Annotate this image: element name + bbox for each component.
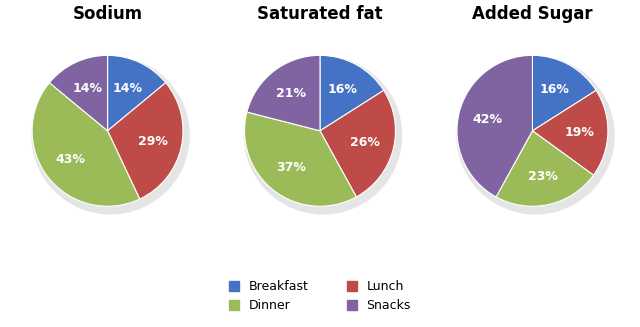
Wedge shape xyxy=(320,90,396,197)
Text: 42%: 42% xyxy=(472,113,502,126)
Text: 16%: 16% xyxy=(540,83,570,96)
Wedge shape xyxy=(320,55,384,131)
Wedge shape xyxy=(108,55,166,131)
Text: 29%: 29% xyxy=(138,134,168,147)
Text: 14%: 14% xyxy=(113,82,143,95)
Legend: Breakfast, Dinner, Lunch, Snacks: Breakfast, Dinner, Lunch, Snacks xyxy=(224,275,416,318)
Wedge shape xyxy=(32,83,140,206)
Title: Sodium: Sodium xyxy=(72,5,143,23)
Wedge shape xyxy=(108,83,183,199)
Wedge shape xyxy=(49,55,108,131)
Text: 14%: 14% xyxy=(73,82,102,95)
Text: 21%: 21% xyxy=(276,87,307,100)
Ellipse shape xyxy=(456,56,614,215)
Text: 23%: 23% xyxy=(528,170,557,183)
Ellipse shape xyxy=(244,56,403,215)
Text: 19%: 19% xyxy=(564,126,594,139)
Text: 43%: 43% xyxy=(56,153,86,166)
Text: 16%: 16% xyxy=(328,83,358,96)
Text: 26%: 26% xyxy=(350,136,380,149)
Title: Saturated fat: Saturated fat xyxy=(257,5,383,23)
Wedge shape xyxy=(532,55,596,131)
Title: Added Sugar: Added Sugar xyxy=(472,5,593,23)
Ellipse shape xyxy=(31,56,190,215)
Wedge shape xyxy=(457,55,532,197)
Wedge shape xyxy=(244,112,356,206)
Wedge shape xyxy=(496,131,593,206)
Wedge shape xyxy=(532,90,608,175)
Text: 37%: 37% xyxy=(276,161,307,174)
Wedge shape xyxy=(247,55,320,131)
